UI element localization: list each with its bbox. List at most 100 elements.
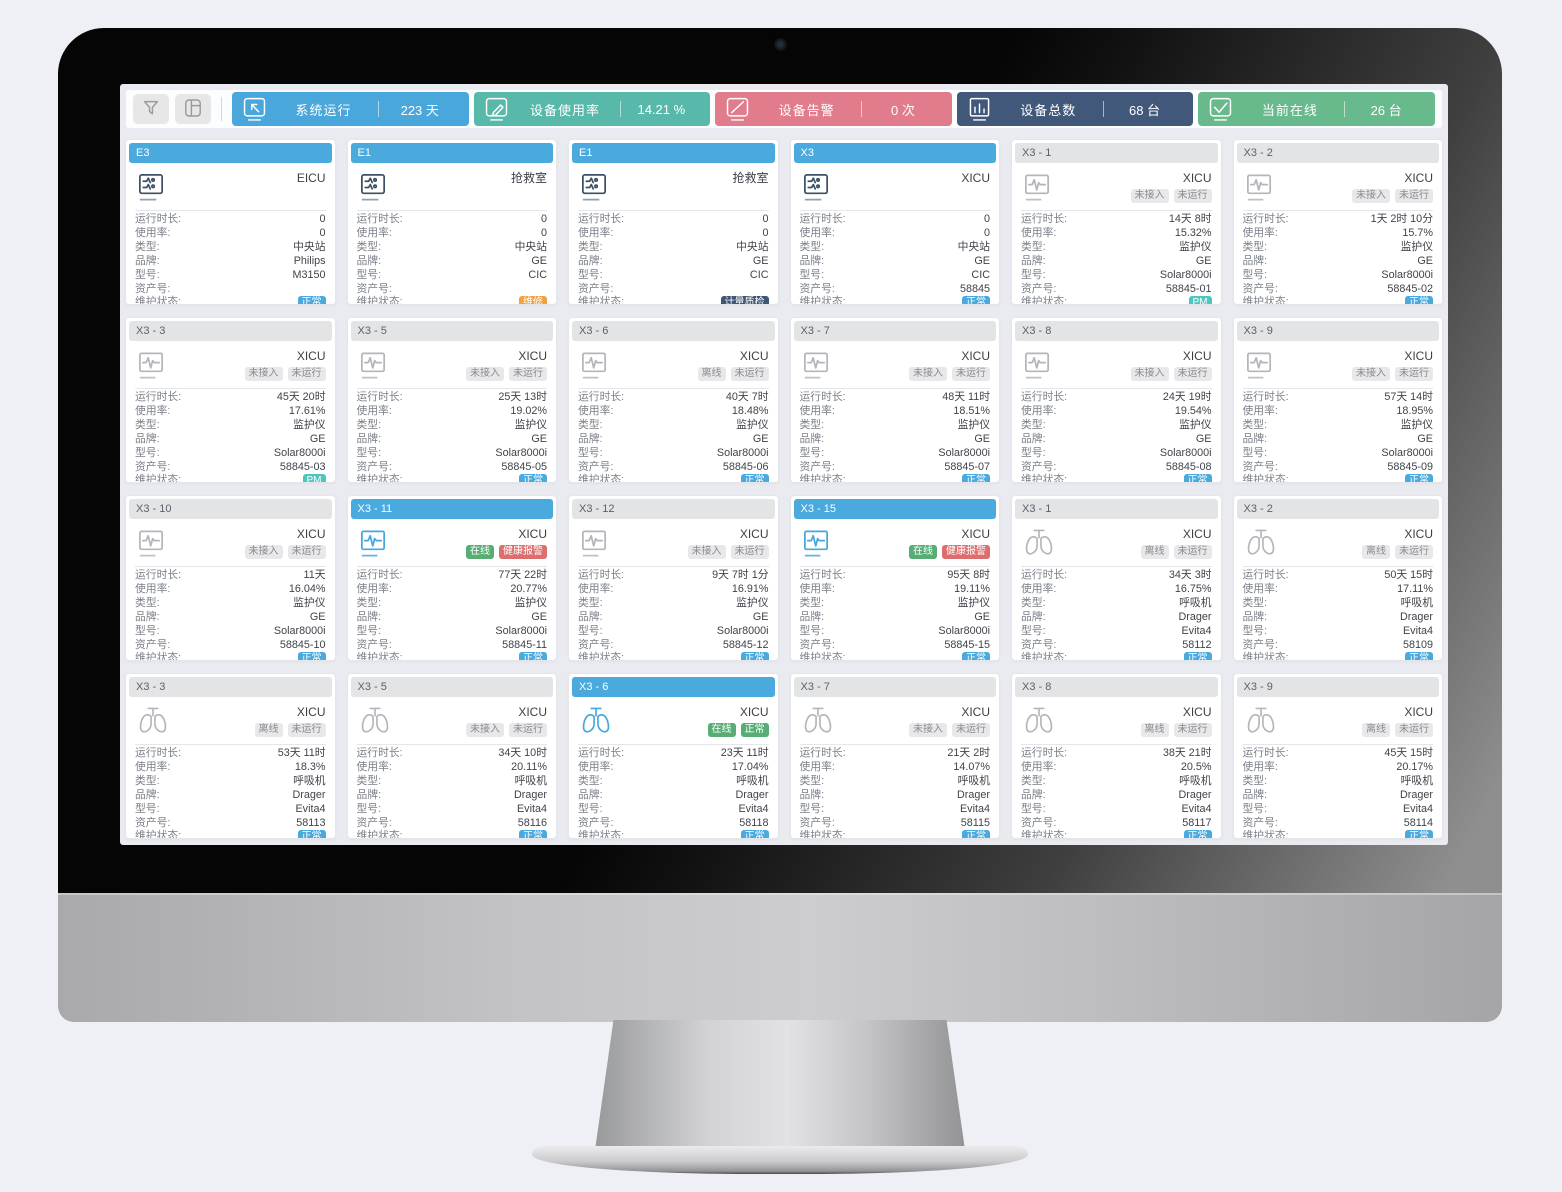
device-card[interactable]: X3 - 8 XICU 离线 未运行 运行时长: 38天 21时 使用率: 20.5%… [1011, 673, 1222, 839]
device-card[interactable]: X3 - 6 XICU 离线 未运行 运行时长: 40天 7时 使用率: 18.48%… [568, 317, 779, 483]
status-badges: 未接入 未运行 [909, 723, 990, 737]
maintenance-status-badge: 正常 [297, 296, 326, 304]
field-value-type: 监护仪 [957, 596, 990, 609]
field-label-asset: 资产号: [135, 460, 171, 473]
device-card[interactable]: X3 - 2 XICU 离线 未运行 运行时长: 50天 15时 使用率: 17.11… [1232, 495, 1443, 661]
field-label-usage: 使用率: [1242, 582, 1278, 595]
device-card[interactable]: X3 - 10 XICU 未接入 未运行 运行时长: 11天 使用率: 16.04% … [125, 495, 336, 661]
device-card[interactable]: X3 - 15 XICU 在线 健康报警 运行时长: 95天 8时 使用率: 19.1… [789, 495, 1000, 661]
status-badge: 未运行 [287, 723, 326, 737]
field-label-maintenance: 维护状态: [578, 474, 625, 483]
device-card[interactable]: X3 - 7 XICU 未接入 未运行 运行时长: 48天 11时 使用率: 18.5… [789, 317, 1000, 483]
field-value-type: 监护仪 [514, 418, 547, 431]
stat-pill-3[interactable]: 设备总数 68 台 [956, 92, 1194, 126]
field-label-usage: 使用率: [1021, 404, 1057, 417]
device-card[interactable]: X3 - 9 XICU 未接入 未运行 运行时长: 57天 14时 使用率: 18.9… [1232, 317, 1443, 483]
field-label-model: 型号: [578, 268, 603, 281]
status-badge: 在线 [707, 723, 736, 737]
lungs-icon [1021, 527, 1057, 559]
field-value-type: 中央站 [293, 240, 326, 253]
device-id: X3 - 10 [136, 503, 172, 515]
stat-pill-0[interactable]: 系统运行 223 天 [232, 92, 469, 126]
status-badge: 未接入 [687, 545, 726, 559]
device-card[interactable]: X3 - 5 XICU 未接入 未运行 运行时长: 34天 10时 使用率: 20.1… [346, 673, 557, 839]
maintenance-status-badge: 正常 [297, 830, 326, 838]
patient-monitor-icon [800, 350, 833, 381]
field-label-maintenance: 维护状态: [578, 830, 625, 839]
field-value-usage: 19.11% [954, 582, 990, 595]
status-badges: 离线 未运行 [1140, 545, 1212, 559]
field-value-usage: 20.17% [1396, 760, 1433, 773]
stat-pill-4[interactable]: 当前在线 26 台 [1198, 92, 1435, 126]
field-label-asset: 资产号: [1242, 816, 1278, 829]
device-location: XICU [1182, 349, 1212, 363]
field-label-asset: 资产号: [799, 638, 835, 651]
status-badge: 未运行 [730, 367, 769, 381]
patient-monitor-icon [1243, 350, 1276, 381]
field-value-type: 监护仪 [1179, 240, 1212, 253]
device-card[interactable]: X3 - 8 XICU 未接入 未运行 运行时长: 24天 19时 使用率: 19.5… [1011, 317, 1222, 483]
field-label-model: 型号: [135, 624, 160, 637]
card-header: X3 - 9 [1236, 321, 1439, 341]
stat-separator [1344, 101, 1346, 117]
field-label-brand: 品牌: [356, 788, 382, 801]
device-card[interactable]: X3 - 3 XICU 未接入 未运行 运行时长: 45天 20时 使用率: 17.6… [125, 317, 336, 483]
field-label-usage: 使用率: [1242, 760, 1278, 773]
device-card[interactable]: X3 - 9 XICU 离线 未运行 运行时长: 45天 15时 使用率: 20.17… [1232, 673, 1443, 839]
field-value-brand: Drager [1178, 610, 1212, 623]
device-card[interactable]: X3 - 1 XICU 未接入 未运行 运行时长: 14天 8时 使用率: 15.32… [1011, 139, 1222, 305]
card-header: X3 - 10 [129, 499, 332, 519]
field-label-brand: 品牌: [135, 788, 160, 801]
device-card[interactable]: X3 - 11 XICU 在线 健康报警 运行时长: 77天 22时 使用率: 20.… [346, 495, 557, 661]
field-value-usage: 20.5% [1180, 760, 1212, 773]
device-card-grid: E3 EICU 运行时长: 0 使用率: 0 类型: 中央站 品牌: Philips 型… [120, 128, 1448, 845]
field-value-asset: 58845-01 [1165, 282, 1212, 295]
filter-button[interactable] [133, 94, 169, 124]
field-value-duration: 53天 11时 [277, 747, 326, 759]
layout-button[interactable] [175, 94, 211, 124]
lungs-icon [1243, 705, 1279, 737]
device-card[interactable]: X3 - 5 XICU 未接入 未运行 运行时长: 25天 13时 使用率: 19.0… [346, 317, 557, 483]
device-card[interactable]: X3 XICU 运行时长: 0 使用率: 0 类型: 中央站 品牌: GE 型号: CIC… [789, 139, 1000, 305]
field-label-brand: 品牌: [1021, 610, 1046, 623]
field-label-duration: 运行时长: [135, 747, 182, 759]
maintenance-status-badge: 正常 [1405, 830, 1433, 838]
status-badge: 未运行 [509, 367, 547, 381]
device-location: XICU [1182, 705, 1212, 719]
device-location: XICU [739, 705, 769, 719]
field-value-usage: 0 [762, 226, 769, 239]
stat-label: 系统运行 [295, 102, 352, 118]
field-label-asset: 资产号: [356, 460, 392, 473]
field-label-usage: 使用率: [799, 760, 835, 773]
device-card[interactable]: E1 抢救室 运行时长: 0 使用率: 0 类型: 中央站 品牌: GE 型号: CIC … [568, 139, 779, 305]
device-card[interactable]: X3 - 7 XICU 未接入 未运行 运行时长: 21天 2时 使用率: 14.07… [789, 673, 1000, 839]
field-value-type: 监护仪 [514, 596, 547, 609]
device-card[interactable]: X3 - 6 XICU 在线 正常 运行时长: 23天 11时 使用率: 17.04%… [568, 673, 779, 839]
lungs-icon [135, 705, 171, 737]
device-card[interactable]: E3 EICU 运行时长: 0 使用率: 0 类型: 中央站 品牌: Philips 型… [125, 139, 336, 305]
maintenance-status-badge: 计量质检 [720, 296, 769, 304]
device-card[interactable]: X3 - 2 XICU 未接入 未运行 运行时长: 1天 2时 10分 使用率: 15… [1232, 139, 1443, 305]
device-card[interactable]: E1 抢救室 运行时长: 0 使用率: 0 类型: 中央站 品牌: GE 型号: CIC … [346, 139, 557, 305]
field-label-type: 类型: [1242, 418, 1268, 431]
device-card[interactable]: X3 - 3 XICU 离线 未运行 运行时长: 53天 11时 使用率: 18.3%… [125, 673, 336, 839]
status-badge: 未接入 [1130, 367, 1169, 381]
barchart-monitor-icon [965, 95, 994, 124]
stat-pill-2[interactable]: 设备告警 0 次 [715, 92, 952, 126]
field-value-asset: 58845 [959, 282, 990, 295]
device-card[interactable]: X3 - 1 XICU 离线 未运行 运行时长: 34天 3时 使用率: 16.75%… [1011, 495, 1222, 661]
field-label-model: 型号: [1242, 624, 1268, 637]
field-value-asset: 58845-15 [944, 638, 990, 651]
device-id: X3 - 8 [1022, 681, 1052, 693]
patient-monitor-icon [578, 350, 611, 381]
field-label-duration: 运行时长: [1242, 569, 1289, 581]
field-value-brand: GE [974, 254, 990, 267]
maintenance-status-badge: 正常 [519, 830, 547, 838]
field-label-duration: 运行时长: [799, 213, 846, 225]
device-card[interactable]: X3 - 12 XICU 未接入 未运行 运行时长: 9天 7时 1分 使用率: 16… [568, 495, 779, 661]
card-header: X3 - 3 [129, 677, 332, 697]
field-label-asset: 资产号: [1242, 638, 1278, 651]
stat-pill-1[interactable]: 设备使用率 14.21 % [473, 92, 711, 126]
status-badges: 未接入 未运行 [466, 367, 547, 381]
field-label-asset: 资产号: [135, 638, 171, 651]
